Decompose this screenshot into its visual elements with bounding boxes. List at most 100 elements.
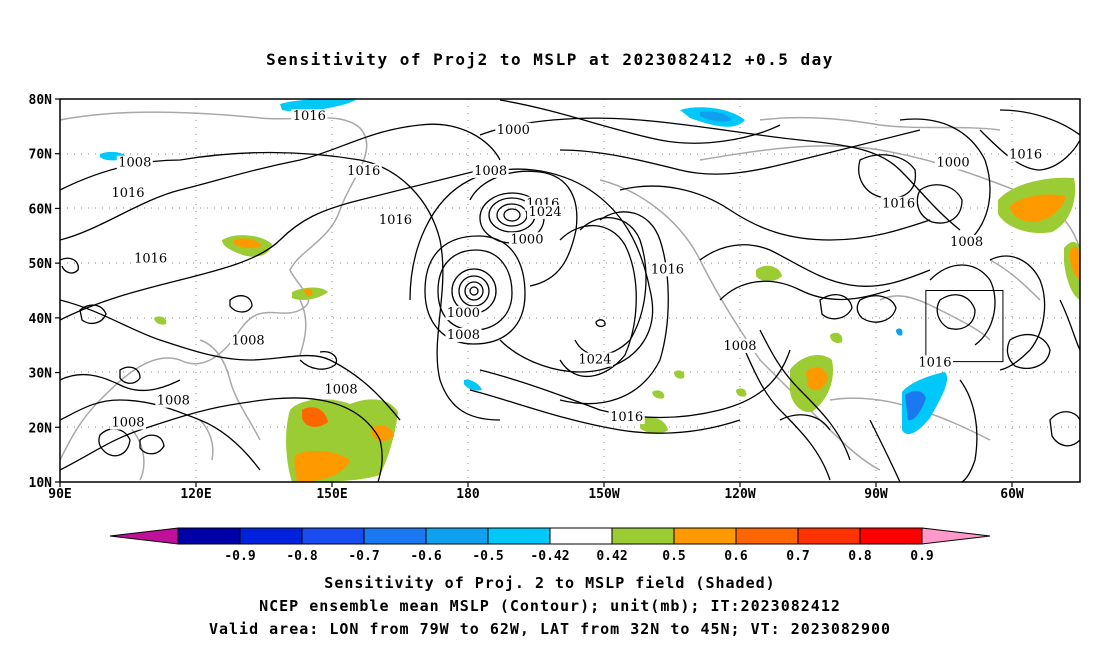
- mslp-contours: [60, 99, 1080, 482]
- contour-label: 1000: [937, 156, 970, 171]
- contour-label: 1016: [111, 186, 144, 201]
- contour-label-bg: [116, 155, 153, 170]
- contour-label-bg: [948, 234, 985, 249]
- colorbar-swatch: [611, 527, 675, 545]
- colorbar-label: 0.7: [786, 549, 809, 564]
- latitude-axis: 80N 70N 60N 50N 40N 30N 20N 10N: [29, 93, 60, 491]
- contour-label-bg: [916, 355, 953, 370]
- contour-label-bg: [608, 410, 645, 425]
- contour-label-bg: [527, 204, 564, 219]
- contour-label-bg: [1007, 147, 1044, 162]
- contour-label: 1000: [497, 123, 530, 138]
- colorbar-label: -0.8: [286, 549, 317, 564]
- contour-label: 1016: [134, 251, 167, 266]
- colorbar-label: 0.8: [848, 549, 872, 564]
- contour-label: 1008: [111, 416, 144, 431]
- footer-line-2: NCEP ensemble mean MSLP (Contour); unit(…: [259, 597, 841, 615]
- colorbar-swatch: [797, 527, 861, 545]
- contour-label-bg: [230, 333, 267, 348]
- lat-label: 10N: [29, 476, 53, 491]
- colorbar-swatch: [239, 527, 303, 545]
- lat-label: 30N: [29, 367, 53, 382]
- contour-label: 1008: [447, 328, 480, 343]
- contour-label-bg: [576, 352, 613, 367]
- colorbar-swatch: [425, 527, 489, 545]
- contour-label: 1008: [118, 156, 151, 171]
- colorbar-label: 0.5: [662, 549, 685, 564]
- contour-label-bg: [132, 251, 169, 266]
- colorbar-swatch: [673, 527, 737, 545]
- lat-label: 50N: [29, 257, 53, 272]
- footer-line-1: Sensitivity of Proj. 2 to MSLP field (Sh…: [324, 574, 776, 592]
- colorbar-label: -0.6: [410, 549, 441, 564]
- lon-label: 150E: [316, 487, 347, 502]
- lon-label: 120E: [180, 487, 211, 502]
- colorbar-swatch: [363, 527, 427, 545]
- colorbar-high-arrow: [921, 527, 991, 545]
- colorbar-label: -0.42: [530, 549, 569, 564]
- contour-label-bg: [445, 306, 482, 321]
- lon-label: 180: [456, 487, 480, 502]
- graticule: [60, 99, 1080, 482]
- contour-label: 1008: [950, 235, 983, 250]
- lon-label: 150W: [588, 487, 619, 502]
- colorbar-label: 0.9: [910, 549, 933, 564]
- contour-label: 1008: [474, 164, 507, 179]
- lat-label: 80N: [29, 93, 53, 108]
- contour-label-bg: [345, 163, 382, 178]
- contour-label-bg: [722, 338, 758, 353]
- longitude-axis: 90E 120E 150E 180 150W 120W 90W 60W: [48, 482, 1024, 502]
- colorbar-swatch: [549, 527, 613, 545]
- colorbar-label: -0.7: [348, 549, 379, 564]
- colorbar-label: -0.9: [224, 549, 255, 564]
- contour-label-bg: [495, 122, 532, 137]
- lon-label: 120W: [724, 487, 755, 502]
- contour-label: 1016: [347, 164, 380, 179]
- contour-label: 1016: [610, 410, 643, 425]
- colorbar: -0.9 -0.8 -0.7 -0.6 -0.5 -0.42 0.42 0.5 0.6 0.7 0.…: [109, 527, 991, 564]
- contour-label-bg: [649, 262, 686, 277]
- lat-label: 40N: [29, 312, 53, 327]
- colorbar-swatch: [487, 527, 551, 545]
- colorbar-swatch: [301, 527, 365, 545]
- contour-label: 1016: [651, 262, 684, 277]
- contour-label: 1008: [232, 333, 265, 348]
- lon-label: 90E: [48, 487, 71, 502]
- contour-label: 1008: [325, 383, 358, 398]
- contour-label: 1008: [723, 339, 756, 354]
- colorbar-label: -0.5: [472, 549, 503, 564]
- contour-label: 1016: [379, 213, 412, 228]
- contour-labels: 1016 1008 1016 1016 1008 1000 1016 1000 1016 1024…: [110, 109, 1044, 431]
- contour-label-bg: [155, 393, 192, 408]
- contour-label: 1000: [510, 232, 543, 247]
- contour-label-bg: [110, 185, 146, 200]
- contour-label-bg: [508, 232, 545, 247]
- map-frame: [59, 98, 1081, 483]
- chart-title: Sensitivity of Proj2 to MSLP at 20230824…: [266, 50, 834, 69]
- colorbar-swatch: [859, 527, 923, 545]
- contour-label-bg: [323, 382, 360, 397]
- colorbar-swatch: [735, 527, 799, 545]
- contour-label-bg: [935, 155, 972, 170]
- contour-label: 1016: [882, 197, 915, 212]
- lat-label: 20N: [29, 421, 53, 436]
- contour-label-bg: [377, 213, 414, 228]
- contour-label: 1000: [447, 306, 480, 321]
- contour-label-bg: [445, 328, 482, 343]
- valid-area-box: [925, 290, 1004, 363]
- lon-label: 90W: [864, 487, 888, 502]
- lat-label: 70N: [29, 148, 53, 163]
- contour-label-bg: [880, 196, 917, 211]
- colorbar-label: 0.42: [596, 549, 627, 564]
- contour-label: 1024: [578, 353, 611, 368]
- contour-label: 1024: [529, 205, 562, 220]
- colorbar-label: 0.6: [724, 549, 748, 564]
- colorbar-swatch: [177, 527, 241, 545]
- lat-label: 60N: [29, 202, 53, 217]
- footer-line-3: Valid area: LON from 79W to 62W, LAT fro…: [208, 620, 892, 638]
- contour-label-bg: [291, 109, 328, 124]
- contour-label: 1016: [1009, 147, 1042, 162]
- contour-label-bg: [110, 415, 146, 430]
- contour-label-bg: [472, 163, 509, 178]
